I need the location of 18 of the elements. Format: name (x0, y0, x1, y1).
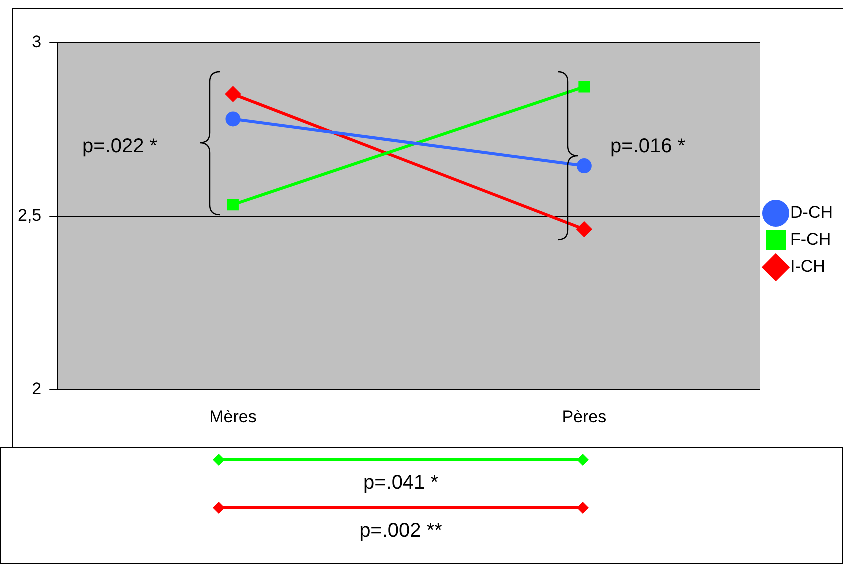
legend-label: D-CH (790, 203, 834, 222)
annotation: p=.016 * (610, 135, 686, 158)
text: p=.041 * (362, 472, 440, 495)
point (578, 81, 590, 93)
point (576, 222, 592, 237)
x-tick-label: Mères (210, 407, 257, 426)
point (226, 86, 241, 102)
x-tick-label: Pères (562, 407, 607, 426)
y-tick-label: 2,5 (18, 206, 42, 225)
legend-label: F-CH (790, 230, 832, 250)
y-tick-label: 2 (32, 379, 42, 398)
annotation: p=.022 * (82, 135, 158, 158)
point (576, 158, 592, 174)
legend-label: I-CH (790, 257, 826, 276)
y-tick-label: 3 (32, 32, 42, 52)
point (226, 112, 241, 127)
point (227, 199, 239, 211)
text: p=.002 ** (358, 520, 444, 543)
